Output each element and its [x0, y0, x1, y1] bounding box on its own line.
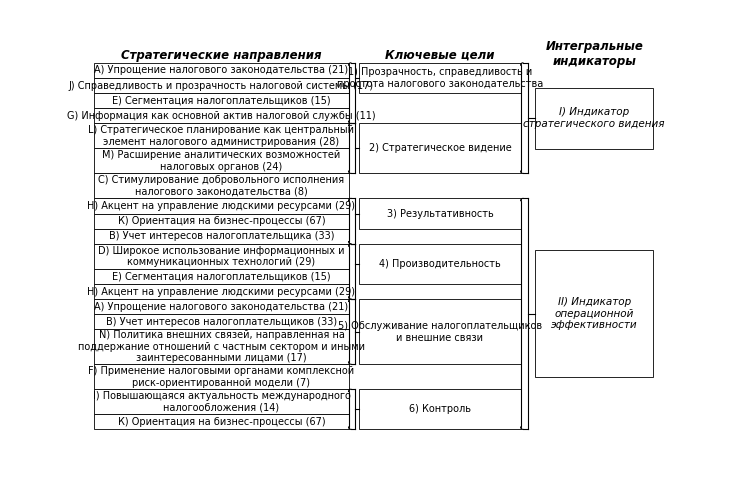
Bar: [94, 198, 348, 214]
Text: Е) Сегментация налогоплательщиков (15): Е) Сегментация налогоплательщиков (15): [112, 271, 331, 281]
Bar: [94, 124, 348, 148]
Bar: [94, 78, 348, 93]
Bar: [94, 330, 348, 364]
Bar: [94, 299, 348, 314]
Text: А) Упрощение налогового законодательства (21): А) Упрощение налогового законодательства…: [94, 302, 348, 312]
Text: Н) Акцент на управление людскими ресурсами (29): Н) Акцент на управление людскими ресурса…: [88, 286, 356, 297]
Text: 2) Стратегическое видение: 2) Стратегическое видение: [369, 143, 512, 153]
Text: I) Повышающаяся актуальность международного
налогообложения (14): I) Повышающаяся актуальность международн…: [93, 391, 350, 412]
Bar: [94, 364, 348, 389]
Text: К) Ориентация на бизнес-процессы (67): К) Ориентация на бизнес-процессы (67): [118, 216, 326, 226]
Bar: [94, 244, 348, 269]
Bar: [94, 214, 348, 229]
Text: 4) Производительность: 4) Производительность: [379, 259, 501, 269]
Bar: [94, 148, 348, 173]
Bar: [94, 229, 348, 244]
Bar: [359, 63, 520, 93]
Text: С) Стимулирование добровольного исполнения
налогового законодательства (8): С) Стимулирование добровольного исполнен…: [99, 175, 345, 197]
Text: А) Упрощение налогового законодательства (21): А) Упрощение налогового законодательства…: [94, 65, 348, 75]
Bar: [94, 269, 348, 284]
Bar: [535, 250, 653, 377]
Text: Ключевые цели: Ключевые цели: [385, 49, 495, 62]
Text: II) Индикатор
операционной
эффективности: II) Индикатор операционной эффективности: [551, 297, 637, 331]
Text: 6) Контроль: 6) Контроль: [409, 404, 471, 414]
Bar: [359, 389, 520, 429]
Text: Стратегические направления: Стратегические направления: [121, 49, 322, 62]
Text: В) Учет интересов налогоплательщика (33): В) Учет интересов налогоплательщика (33): [109, 231, 334, 242]
Text: 3) Результативность: 3) Результативность: [387, 209, 493, 219]
Bar: [359, 244, 520, 284]
Text: J) Справедливость и прозрачность налоговой системы (17): J) Справедливость и прозрачность налогов…: [69, 81, 374, 91]
Bar: [535, 88, 653, 148]
Bar: [94, 93, 348, 109]
Text: N) Политика внешних связей, направленная на
поддержание отношений с частным сект: N) Политика внешних связей, направленная…: [78, 330, 365, 364]
Bar: [94, 63, 348, 78]
Text: 5) Обслуживание налогоплательщиков
и внешние связи: 5) Обслуживание налогоплательщиков и вне…: [338, 321, 542, 343]
Text: В) Учет интересов налогоплательщиков (33): В) Учет интересов налогоплательщиков (33…: [106, 317, 337, 327]
Text: Е) Сегментация налогоплательщиков (15): Е) Сегментация налогоплательщиков (15): [112, 96, 331, 106]
Bar: [94, 284, 348, 299]
Text: G) Информация как основной актив налоговой службы (11): G) Информация как основной актив налогов…: [67, 111, 376, 121]
Text: Н) Акцент на управление людскими ресурсами (29): Н) Акцент на управление людскими ресурса…: [88, 201, 356, 211]
Bar: [359, 299, 520, 364]
Text: 1) Прозрачность, справедливость и
простота налогового законодательства: 1) Прозрачность, справедливость и просто…: [337, 67, 543, 89]
Text: L) Стратегическое планирование как центральный
элемент налогового администрирова: L) Стратегическое планирование как центр…: [88, 125, 355, 147]
Bar: [359, 124, 520, 173]
Text: F) Применение налоговыми органами комплексной
риск-ориентированной модели (7): F) Применение налоговыми органами компле…: [88, 366, 355, 387]
Text: I) Индикатор
стратегического видения: I) Индикатор стратегического видения: [523, 108, 665, 129]
Bar: [94, 414, 348, 429]
Text: Интегральные
индикаторы: Интегральные индикаторы: [545, 40, 643, 68]
Bar: [94, 389, 348, 414]
Bar: [94, 173, 348, 198]
Text: К) Ориентация на бизнес-процессы (67): К) Ориентация на бизнес-процессы (67): [118, 417, 326, 427]
Bar: [94, 109, 348, 124]
Text: М) Расширение аналитических возможностей
налоговых органов (24): М) Расширение аналитических возможностей…: [102, 150, 341, 172]
Bar: [359, 198, 520, 229]
Bar: [94, 314, 348, 330]
Text: D) Широкое использование информационных и
коммуникационных технологий (29): D) Широкое использование информационных …: [99, 246, 345, 267]
